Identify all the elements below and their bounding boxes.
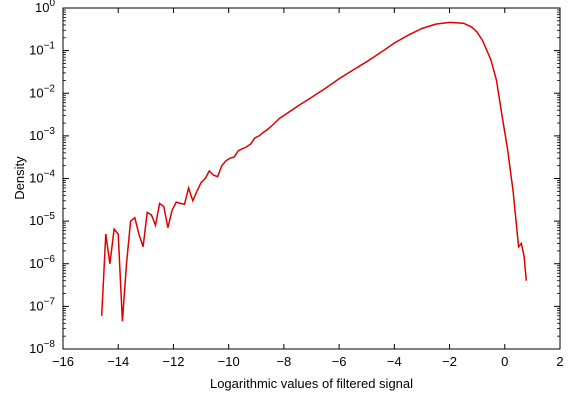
y-tick-label: 10−7 xyxy=(29,296,55,313)
tick-labels: −16 −14 −12 −10 −8 −6 −4 −2 0 2 10−8 10−7 10−6 10−5 10… xyxy=(29,0,563,369)
x-axis-label: Logarithmic values of filtered signal xyxy=(210,376,413,391)
x-tick-label: −12 xyxy=(162,354,184,369)
x-tick-label: 0 xyxy=(501,354,508,369)
y-tick-label: 10−8 xyxy=(29,339,55,356)
x-tick-label: 2 xyxy=(556,354,563,369)
y-tick-label: 10−3 xyxy=(29,126,55,143)
y-tick-label: 10−4 xyxy=(29,169,55,186)
x-tick-label: −16 xyxy=(52,354,74,369)
x-tick-label: −4 xyxy=(387,354,402,369)
density-series-line xyxy=(100,21,528,322)
x-tick-label: −8 xyxy=(276,354,291,369)
x-tick-label: −14 xyxy=(107,354,129,369)
y-tick-label: 10−6 xyxy=(29,254,55,271)
y-tick-label: 10−5 xyxy=(29,211,55,228)
y-axis-label: Density xyxy=(12,156,27,200)
x-tick-label: −6 xyxy=(332,354,347,369)
axis-ticks xyxy=(62,7,561,350)
plot-frame xyxy=(62,7,561,350)
y-tick-label: 100 xyxy=(35,0,55,15)
y-tick-label: 10−2 xyxy=(29,83,55,100)
x-tick-label: −10 xyxy=(218,354,240,369)
y-tick-label: 10−1 xyxy=(29,41,55,58)
x-tick-label: −2 xyxy=(442,354,457,369)
